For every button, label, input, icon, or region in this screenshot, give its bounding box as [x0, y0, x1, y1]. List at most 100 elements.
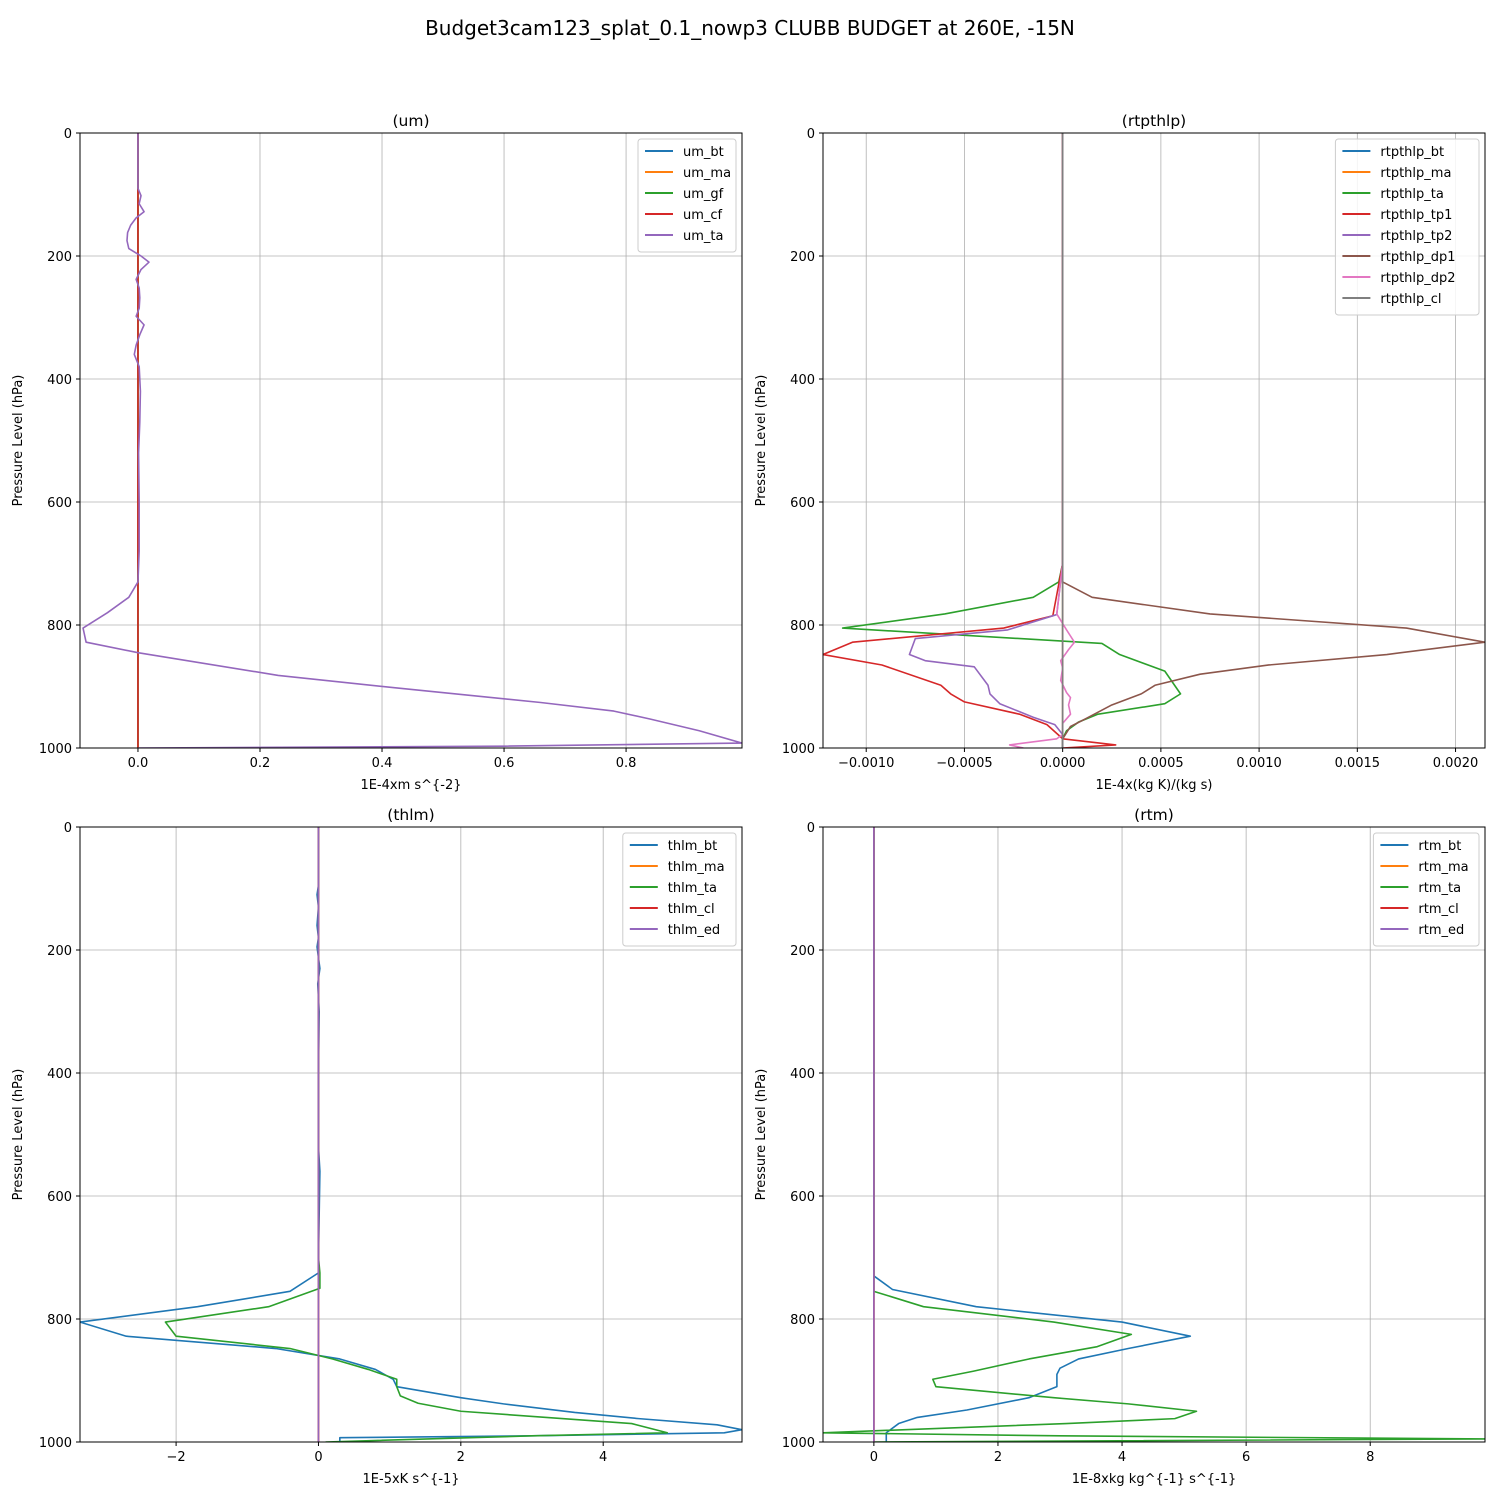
- y-axis-label: Pressure Level (hPa): [11, 1069, 26, 1201]
- y-tick-label: 1000: [39, 1436, 72, 1451]
- y-tick-label: 400: [47, 373, 72, 388]
- y-tick-label: 600: [47, 1190, 72, 1205]
- series-group: [823, 133, 1485, 748]
- series-line-rtpthlp_tp1: [823, 133, 1117, 748]
- legend-label: rtpthlp_tp2: [1380, 229, 1452, 244]
- legend-label: um_ma: [683, 166, 731, 181]
- y-tick-label: 200: [790, 250, 815, 265]
- series-line-rtpthlp_ta: [841, 133, 1182, 748]
- x-tick-label: 0.2: [250, 756, 271, 771]
- panel-0: 0.0 0.2 0.4 0.6 0.8 0 200 400 600 800 1000 (um) 1E-4…: [11, 112, 743, 793]
- panel-3: 0 2 4 6 8 0 200 400 600 800 1000 (rtm) 1E-8xkg kg^{-…: [754, 806, 1486, 1487]
- legend-box: [637, 138, 737, 253]
- x-tick-label: 2: [994, 1450, 1002, 1465]
- panel-title: (thlm): [387, 806, 434, 824]
- x-axis-label: 1E-4x(kg K)/(kg s): [1096, 778, 1213, 793]
- legend-label: rtm_cl: [1418, 902, 1458, 917]
- legend-label: thlm_bt: [668, 839, 717, 854]
- series-group: [80, 827, 742, 1442]
- y-tick-label: 800: [790, 1313, 815, 1328]
- x-tick-label: −0.0010: [838, 756, 894, 771]
- legend-label: um_cf: [683, 208, 723, 223]
- y-tick-label: 1000: [39, 742, 72, 757]
- legend-label: rtm_ed: [1418, 923, 1464, 938]
- panel-title: (rtpthlp): [1122, 112, 1186, 130]
- y-tick-label: 200: [47, 250, 72, 265]
- legend-label: um_ta: [683, 229, 723, 244]
- legend-box: [1334, 138, 1480, 316]
- legend-label: rtpthlp_ta: [1380, 187, 1443, 202]
- x-tick-label: 4: [1118, 1450, 1126, 1465]
- series-line-rtpthlp_tp2: [908, 133, 1064, 748]
- series-line-rtpthlp_dp2: [1008, 133, 1076, 748]
- legend-label: thlm_ma: [668, 860, 725, 875]
- x-tick-label: 0.0010: [1236, 756, 1282, 771]
- legend-label: um_bt: [683, 145, 724, 160]
- y-tick-label: 0: [64, 127, 72, 142]
- y-axis-label: Pressure Level (hPa): [754, 1069, 769, 1201]
- legend: rtm_bt rtm_ma rtm_ta rtm_cl rtm_ed: [1372, 832, 1480, 947]
- legend-label: rtpthlp_dp1: [1380, 250, 1455, 265]
- y-tick-label: 800: [47, 1313, 72, 1328]
- y-tick-label: 0: [64, 821, 72, 836]
- legend-label: rtm_ma: [1418, 860, 1468, 875]
- x-tick-label: 0.0015: [1335, 756, 1381, 771]
- series-line-thlm_ta: [164, 827, 669, 1442]
- legend-label: rtpthlp_dp2: [1380, 271, 1455, 286]
- y-tick-label: 400: [47, 1067, 72, 1082]
- x-tick-label: 6: [1242, 1450, 1250, 1465]
- series-line-rtpthlp_dp1: [1061, 133, 1485, 748]
- legend-label: thlm_ed: [668, 923, 720, 938]
- x-tick-label: 0.0000: [1040, 756, 1086, 771]
- legend-label: thlm_cl: [668, 902, 715, 917]
- y-tick-label: 800: [47, 619, 72, 634]
- legend: thlm_bt thlm_ma thlm_ta thlm_cl thlm_ed: [622, 832, 737, 947]
- y-tick-label: 0: [807, 127, 815, 142]
- legend-box: [1372, 832, 1480, 947]
- axes-frame: [822, 132, 1486, 749]
- y-tick-label: 600: [790, 1190, 815, 1205]
- y-axis-label: Pressure Level (hPa): [11, 375, 26, 507]
- legend: rtpthlp_bt rtpthlp_ma rtpthlp_ta rtpthlp_tp…: [1334, 138, 1480, 316]
- x-tick-label: 0.6: [494, 756, 515, 771]
- legend-label: rtpthlp_bt: [1380, 145, 1444, 160]
- legend-label: rtpthlp_ma: [1380, 166, 1451, 181]
- x-tick-label: −0.0005: [936, 756, 992, 771]
- x-tick-label: 0.0005: [1138, 756, 1184, 771]
- legend-label: thlm_ta: [668, 881, 717, 896]
- x-tick-label: 4: [599, 1450, 607, 1465]
- legend-box: [622, 832, 737, 947]
- axes-frame: [79, 132, 743, 749]
- x-tick-label: 2: [457, 1450, 465, 1465]
- series-group: [823, 827, 1485, 1442]
- axes-frame: [79, 826, 743, 1443]
- x-tick-label: 0.8: [616, 756, 637, 771]
- series-line-um_ta: [82, 133, 742, 748]
- x-tick-label: 0.0020: [1433, 756, 1479, 771]
- panel-1: −0.0010 −0.0005 0.0000 0.0005 0.0010 0.0015 0.…: [754, 112, 1486, 793]
- legend-label: rtpthlp_cl: [1380, 292, 1441, 307]
- x-axis-label: 1E-5xK s^{-1}: [363, 1472, 460, 1487]
- y-tick-label: 1000: [782, 1436, 815, 1451]
- y-tick-label: 400: [790, 1067, 815, 1082]
- x-axis-label: 1E-8xkg kg^{-1} s^{-1}: [1072, 1472, 1237, 1487]
- panel-2: −2 0 2 4 0 200 400 600 800 1000 (thlm) 1E-5xK s^{-1…: [11, 806, 743, 1487]
- y-tick-label: 200: [790, 944, 815, 959]
- x-tick-label: 8: [1366, 1450, 1374, 1465]
- y-tick-label: 600: [47, 496, 72, 511]
- y-tick-label: 800: [790, 619, 815, 634]
- x-axis-label: 1E-4xm s^{-2}: [360, 778, 461, 793]
- y-tick-label: 1000: [782, 742, 815, 757]
- legend-label: rtm_bt: [1418, 839, 1461, 854]
- panel-title: (um): [392, 112, 429, 130]
- x-tick-label: 0.4: [372, 756, 393, 771]
- series-line-rtm_bt: [873, 827, 1192, 1442]
- legend: um_bt um_ma um_gf um_cf um_ta: [637, 138, 737, 253]
- legend-label: rtm_ta: [1418, 881, 1461, 896]
- y-axis-label: Pressure Level (hPa): [754, 375, 769, 507]
- axes-frame: [822, 826, 1486, 1443]
- x-tick-label: 0: [314, 1450, 322, 1465]
- figure-title: Budget3cam123_splat_0.1_nowp3 CLUBB BUDG…: [425, 16, 1075, 40]
- series-line-rtm_ta: [823, 827, 1485, 1442]
- y-tick-label: 400: [790, 373, 815, 388]
